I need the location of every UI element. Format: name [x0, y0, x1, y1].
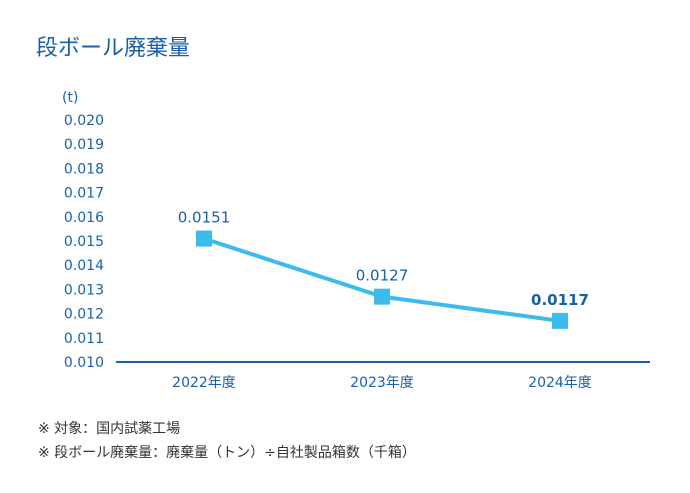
y-axis-unit-label: (t) — [62, 90, 78, 106]
y-tick-label: 0.018 — [64, 161, 104, 177]
footnote-target: ※ 対象：国内試薬工場 — [38, 418, 180, 438]
y-tick-label: 0.013 — [64, 282, 104, 298]
footnote-definition: ※ 段ボール廃棄量：廃棄量（トン）÷自社製品箱数（千箱） — [38, 442, 416, 462]
y-tick-label: 0.017 — [64, 186, 104, 202]
y-tick-label: 0.019 — [64, 137, 104, 153]
y-tick-label: 0.015 — [64, 234, 104, 250]
data-point-marker — [374, 289, 390, 305]
y-tick-label: 0.020 — [64, 113, 104, 129]
data-label: 0.0127 — [356, 267, 409, 285]
x-tick-label: 2023年度 — [350, 375, 414, 391]
y-tick-label: 0.010 — [64, 355, 104, 371]
x-tick-label: 2024年度 — [528, 375, 592, 391]
y-tick-label: 0.014 — [64, 258, 104, 274]
y-tick-label: 0.012 — [64, 307, 104, 323]
x-tick-label: 2022年度 — [172, 375, 236, 391]
data-point-marker — [552, 313, 568, 329]
y-tick-label: 0.016 — [64, 210, 104, 226]
data-point-marker — [196, 231, 212, 247]
data-label: 0.0151 — [178, 209, 231, 227]
y-tick-label: 0.011 — [64, 331, 104, 347]
data-label: 0.0117 — [531, 291, 589, 309]
